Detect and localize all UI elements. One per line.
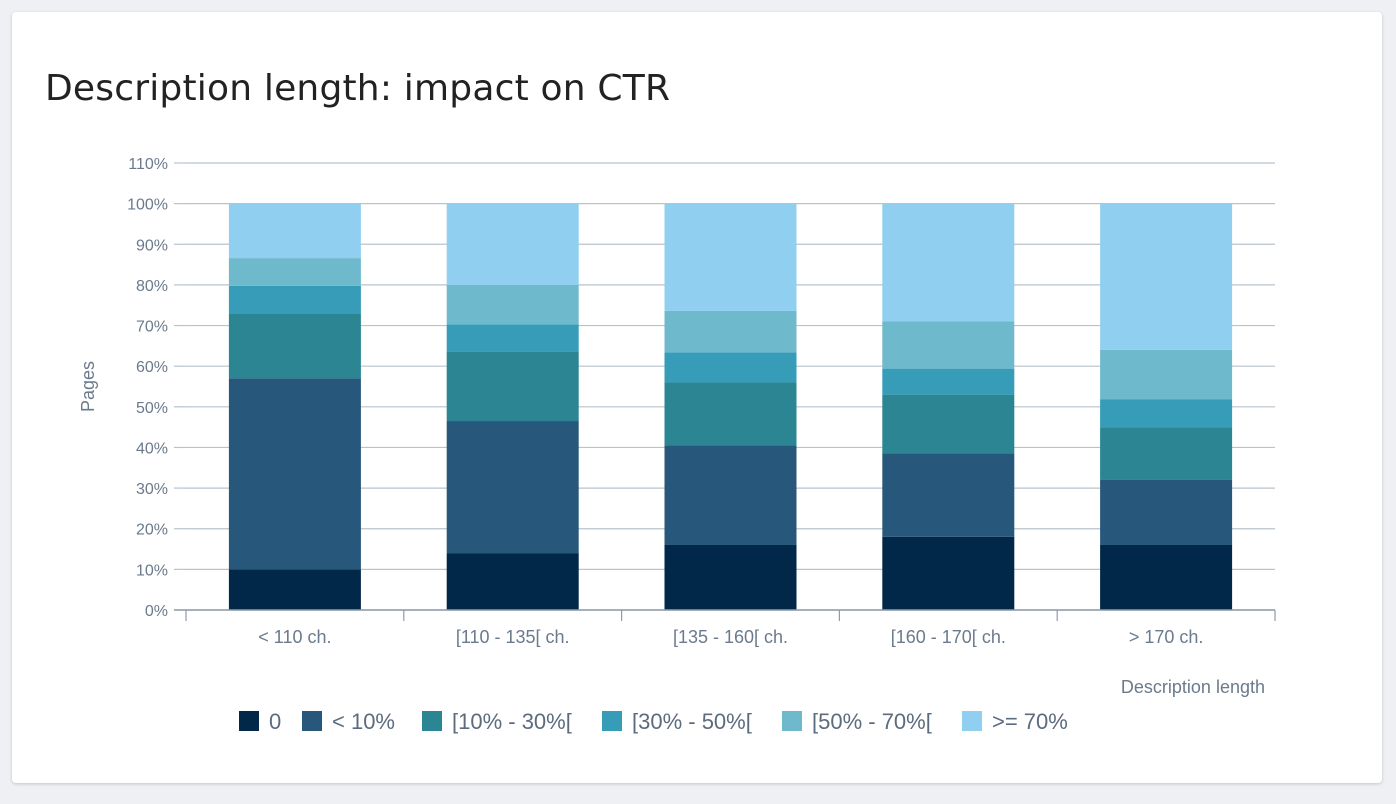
x-axis-title: Description length bbox=[1121, 677, 1265, 697]
y-tick-label: 0% bbox=[145, 603, 168, 620]
x-tick-label: [160 - 170[ ch. bbox=[891, 627, 1006, 647]
x-tick-label: < 110 ch. bbox=[258, 627, 331, 647]
x-tick-label: [110 - 135[ ch. bbox=[456, 627, 570, 647]
bar-segment bbox=[664, 352, 797, 383]
bar-segment bbox=[446, 324, 579, 352]
bar-segment bbox=[1100, 399, 1233, 428]
y-tick-label: 40% bbox=[136, 440, 168, 457]
bar-segment bbox=[664, 203, 797, 311]
legend-swatch bbox=[962, 711, 982, 731]
y-tick-label: 90% bbox=[136, 237, 168, 254]
legend-label: 0 bbox=[269, 709, 281, 734]
bar-segment bbox=[228, 203, 361, 259]
x-tick-label: > 170 ch. bbox=[1129, 627, 1204, 647]
y-axis-title: Pages bbox=[78, 361, 98, 412]
bar-segment bbox=[228, 285, 361, 314]
y-tick-label: 100% bbox=[127, 197, 168, 214]
bar-segment bbox=[664, 544, 797, 610]
bar-segment bbox=[446, 284, 579, 325]
bar-segment bbox=[1100, 544, 1233, 610]
bar-segment bbox=[446, 351, 579, 422]
y-tick-label: 50% bbox=[136, 400, 168, 417]
x-tick-label: [135 - 160[ ch. bbox=[673, 627, 788, 647]
bar-segment bbox=[882, 321, 1015, 369]
y-tick-label: 20% bbox=[136, 522, 168, 539]
bar-segment bbox=[882, 203, 1015, 322]
legend-label: [10% - 30%[ bbox=[452, 709, 572, 734]
bar-segment bbox=[446, 203, 579, 285]
y-tick-label: 80% bbox=[136, 278, 168, 295]
bar-segment bbox=[228, 258, 361, 286]
legend-label: [30% - 50%[ bbox=[632, 709, 752, 734]
y-tick-label: 30% bbox=[136, 481, 168, 498]
y-tick-label: 70% bbox=[136, 319, 168, 336]
bar-segment bbox=[664, 382, 797, 446]
bar-segment bbox=[228, 378, 361, 570]
bar-segment bbox=[1100, 349, 1233, 400]
bar-segment bbox=[446, 421, 579, 554]
legend-swatch bbox=[239, 711, 259, 731]
bar-segment bbox=[446, 553, 579, 610]
legend-swatch bbox=[602, 711, 622, 731]
legend-swatch bbox=[782, 711, 802, 731]
bar-segment bbox=[228, 569, 361, 610]
legend-swatch bbox=[302, 711, 322, 731]
bar-segment bbox=[1100, 427, 1233, 480]
bar-segment bbox=[882, 368, 1015, 395]
bar-segment bbox=[664, 310, 797, 353]
chart-title: Description length: impact on CTR bbox=[45, 68, 671, 109]
bar-segment bbox=[1100, 203, 1233, 350]
bar-segment bbox=[664, 445, 797, 545]
y-tick-label: 60% bbox=[136, 359, 168, 376]
legend-swatch bbox=[422, 711, 442, 731]
legend-label: [50% - 70%[ bbox=[812, 709, 932, 734]
bar-segment bbox=[882, 453, 1015, 537]
bar-segment bbox=[882, 536, 1015, 610]
y-tick-label: 10% bbox=[136, 562, 168, 579]
y-tick-label: 110% bbox=[128, 156, 168, 173]
bar-segment bbox=[882, 394, 1015, 454]
bar-segment bbox=[228, 313, 361, 379]
legend-label: < 10% bbox=[332, 709, 395, 734]
bar-segment bbox=[1100, 479, 1233, 545]
legend-label: >= 70% bbox=[992, 709, 1068, 734]
